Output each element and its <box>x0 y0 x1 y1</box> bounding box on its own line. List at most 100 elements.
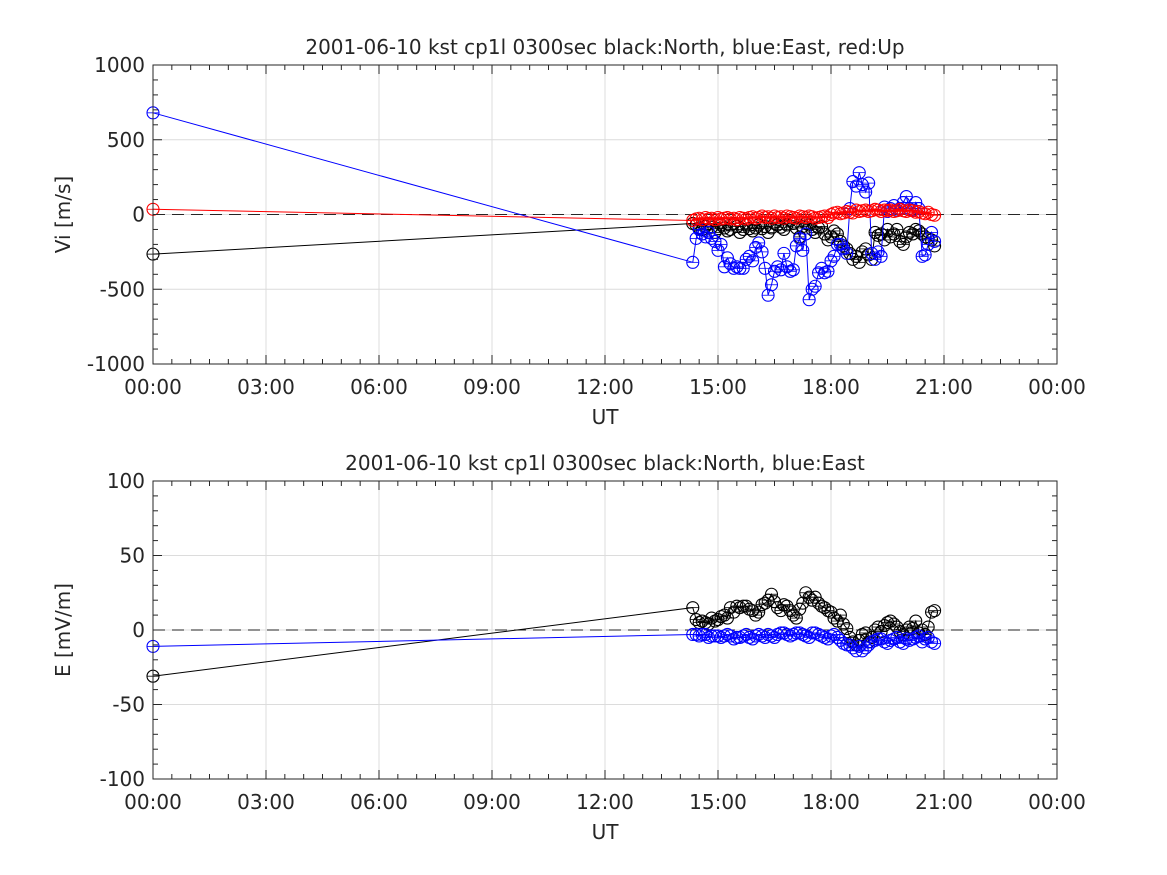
electric-field-data-point <box>925 635 939 649</box>
velocity-data-point <box>827 249 841 263</box>
velocity-data-point <box>815 261 829 275</box>
velocity-y-tick-label: -1000 <box>87 352 145 376</box>
electric-field-x-tick-label: 12:00 <box>576 790 634 814</box>
velocity-data-point <box>739 252 753 266</box>
velocity-data-point <box>736 261 750 275</box>
velocity-data-point <box>827 224 841 238</box>
velocity-series-line <box>152 112 936 300</box>
electric-field-axis-ticks: 00:00 03:00 06:00 09:00 12:00 15:00 18:00 21:00… <box>100 469 1086 814</box>
electric-field-y-tick-label: 100 <box>107 469 145 493</box>
velocity-data-point <box>868 252 882 266</box>
velocity-data-point <box>799 227 813 241</box>
electric-field-data-point <box>739 599 753 613</box>
velocity-data-point <box>705 231 719 245</box>
velocity-data-point <box>899 230 913 244</box>
velocity-y-tick-label: 500 <box>107 128 145 152</box>
velocity-panel: 00:00 03:00 06:00 09:00 12:00 15:00 18:00 21:00… <box>51 35 1086 429</box>
velocity-y-tick-label: 1000 <box>94 53 145 77</box>
velocity-data-point <box>714 237 728 251</box>
electric-field-series-1 <box>146 626 942 658</box>
velocity-data-point <box>752 236 766 250</box>
velocity-data-point <box>824 254 838 268</box>
velocity-data-point <box>899 190 913 204</box>
electric-field-x-tick-label: 15:00 <box>689 790 747 814</box>
velocity-data-point <box>921 205 935 219</box>
velocity-data-point <box>708 234 722 248</box>
velocity-data-point <box>805 282 819 296</box>
velocity-x-tick-label: 21:00 <box>915 375 973 399</box>
velocity-y-axis-label: Vi [m/s] <box>51 176 75 253</box>
electric-field-data-point <box>764 587 779 601</box>
electric-field-data-point <box>899 623 913 637</box>
electric-field-data-point <box>789 611 803 625</box>
electric-field-data-point <box>827 611 841 625</box>
electric-field-data-point <box>840 621 854 636</box>
velocity-x-tick-label: 15:00 <box>689 375 747 399</box>
electric-field-x-tick-label: 21:00 <box>915 790 973 814</box>
electric-field-y-tick-label: 0 <box>132 618 145 642</box>
electric-field-data-point <box>752 605 766 619</box>
electric-field-y-tick-label: -50 <box>112 693 145 717</box>
velocity-x-tick-label: 18:00 <box>802 375 860 399</box>
velocity-data-point <box>871 245 885 259</box>
electric-field-data-point <box>686 601 700 615</box>
velocity-y-tick-label: -500 <box>100 277 145 301</box>
velocity-series-2 <box>146 202 942 228</box>
velocity-data-point <box>796 243 810 257</box>
electric-field-x-tick-label: 00:00 <box>1028 790 1086 814</box>
velocity-y-tick-label: 0 <box>132 203 145 227</box>
electric-field-y-tick-label: -100 <box>100 767 145 791</box>
electric-field-data-point <box>862 638 876 652</box>
velocity-data-point <box>815 219 829 234</box>
electric-field-data-point <box>833 608 847 622</box>
velocity-data-point <box>862 176 876 190</box>
velocity-data-point <box>896 237 910 251</box>
velocity-data-point <box>686 255 700 269</box>
velocity-data-point <box>777 246 791 260</box>
velocity-data-point <box>925 225 939 239</box>
velocity-data-point <box>859 185 873 199</box>
velocity-data-point <box>833 237 847 251</box>
velocity-data-point <box>767 264 782 278</box>
velocity-data-point <box>855 178 869 192</box>
velocity-data-point <box>777 222 791 236</box>
velocity-x-tick-label: 00:00 <box>1028 375 1086 399</box>
velocity-data-point <box>915 249 929 263</box>
velocity-data-point <box>746 254 760 268</box>
velocity-data-point <box>874 249 888 263</box>
electric-field-chart-title: 2001-06-10 kst cp1l 0300sec black:North,… <box>345 451 865 475</box>
velocity-x-axis-label: UT <box>592 405 620 429</box>
electric-field-data-point <box>909 614 923 628</box>
velocity-data-point <box>764 278 779 292</box>
electric-field-data-point <box>928 604 942 618</box>
velocity-data-point <box>786 263 800 277</box>
velocity-data-point <box>928 208 942 222</box>
velocity-data-point <box>802 293 816 307</box>
velocity-x-tick-label: 09:00 <box>463 375 521 399</box>
velocity-chart-title: 2001-06-10 kst cp1l 0300sec black:North,… <box>305 35 904 59</box>
velocity-data-point <box>893 234 907 248</box>
electric-field-panel: 00:00 03:00 06:00 09:00 12:00 15:00 18:00 21:00… <box>51 451 1086 844</box>
velocity-data-point <box>928 234 942 248</box>
velocity-data-point <box>733 225 747 239</box>
electric-field-data-point <box>928 636 942 650</box>
electric-field-x-tick-label: 09:00 <box>463 790 521 814</box>
velocity-x-tick-label: 03:00 <box>237 375 295 399</box>
velocity-data-point <box>918 248 932 262</box>
velocity-data-point <box>783 264 797 278</box>
velocity-data-point <box>821 264 835 278</box>
electric-field-x-axis-label: UT <box>592 820 620 844</box>
electric-field-data-point <box>749 608 763 622</box>
electric-field-data-point <box>805 593 819 607</box>
electric-field-series-0 <box>146 586 942 683</box>
electric-field-y-tick-label: 50 <box>120 544 145 568</box>
velocity-data-point <box>749 240 763 254</box>
velocity-data-point <box>909 222 923 236</box>
velocity-data-point <box>852 255 866 269</box>
velocity-data-point <box>840 246 854 260</box>
electric-field-data-point <box>818 601 832 615</box>
velocity-data-point <box>890 222 904 236</box>
electric-field-data-point <box>880 636 895 650</box>
electric-field-x-tick-label: 06:00 <box>350 790 408 814</box>
